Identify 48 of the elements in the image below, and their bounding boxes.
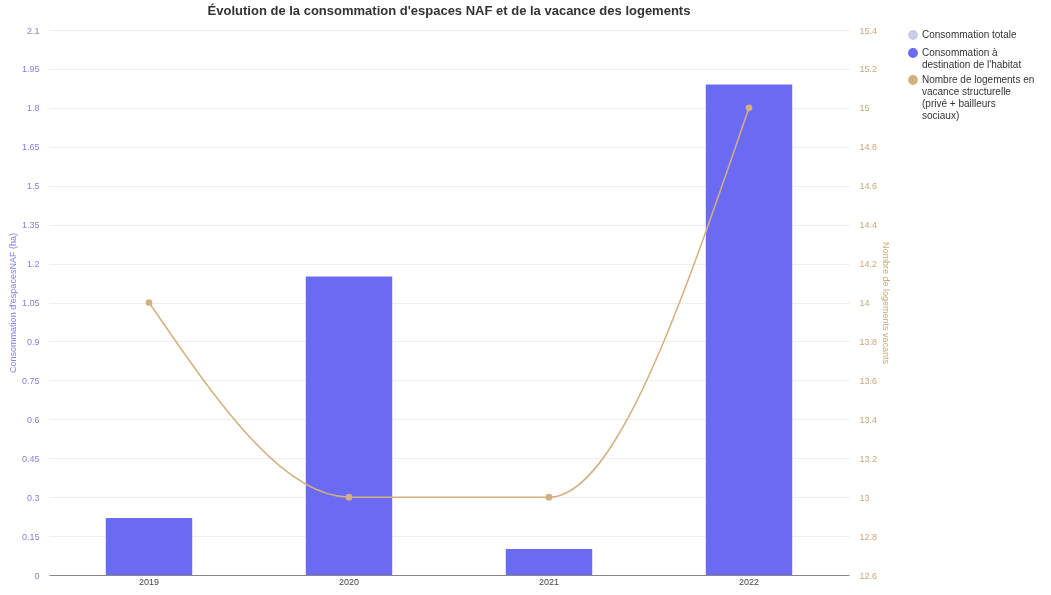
- chart-title: Évolution de la consommation d'espaces NAF et de la vacance des logements: [207, 3, 691, 18]
- y2-tick-label: 14.8: [859, 142, 878, 153]
- bar: [105, 517, 193, 575]
- y2-tick-label: 14.4: [859, 220, 878, 231]
- y2-tick-label: 13.6: [859, 375, 878, 386]
- bar: [305, 276, 393, 575]
- legend-label: Consommation totale: [922, 29, 1017, 40]
- point: [745, 104, 753, 112]
- x-tick-label: 2019: [138, 576, 160, 587]
- y-tick-label: 0.9: [26, 336, 40, 347]
- y-tick-label: 1.95: [21, 64, 40, 75]
- point: [145, 299, 153, 306]
- x-tick-label: 2021: [538, 576, 560, 587]
- y2-axis-title: Nombre de logements vacants: [881, 241, 892, 365]
- y-tick-label: 0.6: [26, 414, 40, 425]
- y-tick-label: 1.2: [26, 259, 40, 270]
- y2-tick-label: 15.4: [859, 25, 878, 36]
- point: [345, 493, 353, 501]
- y-tick-label: 1.65: [21, 142, 40, 153]
- legend-label: Nombre de logements en vacance structurelle (privé + bailleurs sociaux): [922, 74, 1035, 121]
- y-tick-label: 1.5: [26, 181, 40, 192]
- bar: [505, 549, 593, 575]
- y2-tick-label: 13: [859, 492, 870, 503]
- x-tick-label: 2022: [738, 576, 760, 587]
- y-tick-label: 0.75: [21, 375, 40, 386]
- y2-tick-label: 14: [859, 298, 870, 308]
- y-tick-label: 0.45: [21, 453, 40, 464]
- point: [545, 493, 553, 501]
- y2-tick-label: 12.8: [859, 531, 878, 542]
- y2-tick-label: 15.2: [859, 64, 878, 75]
- y2-tick-label: 13.2: [859, 453, 878, 464]
- y-tick-label: 1.35: [21, 220, 40, 231]
- y2-tick-label: 13.8: [859, 336, 878, 347]
- y-axis-title: Consommation d'espacesNAF (ha): [7, 233, 18, 373]
- legend-label: Consommation à destination de l'habitat: [922, 47, 1022, 70]
- x-tick-label: 2020: [338, 576, 360, 587]
- y-tick-label: 0.3: [26, 492, 40, 503]
- y-tick-label: 1.05: [21, 298, 40, 308]
- bar: [705, 84, 793, 575]
- y-tick-label: 0: [34, 570, 40, 581]
- y-tick-label: 1.8: [26, 103, 40, 114]
- y2-tick-label: 15: [859, 103, 870, 114]
- y-tick-label: 2.1: [26, 25, 40, 36]
- y2-tick-label: 14.2: [859, 259, 878, 270]
- y2-tick-label: 13.4: [859, 414, 878, 425]
- y2-tick-label: 12.6: [859, 570, 878, 581]
- y2-tick-label: 14.6: [859, 181, 878, 192]
- y-tick-label: 0.15: [21, 531, 40, 542]
